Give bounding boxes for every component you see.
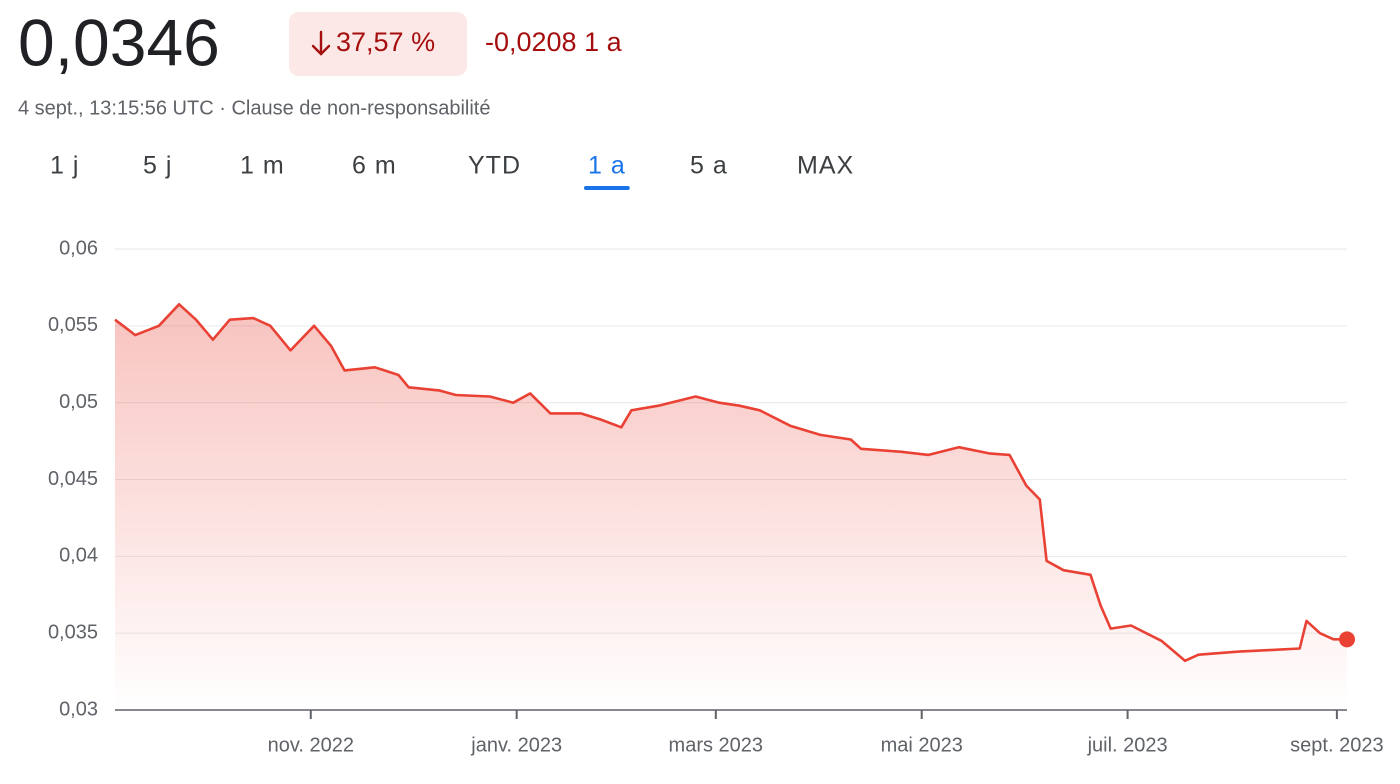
range-tab[interactable]: 1 m — [240, 152, 285, 180]
y-tick-label: 0,045 — [48, 468, 98, 490]
down-arrow — [311, 30, 331, 56]
area-fill — [115, 304, 1347, 710]
x-tick-label: mai 2023 — [881, 734, 963, 756]
change-value: -0,0208 1 a — [485, 27, 623, 57]
x-tick-label: mars 2023 — [669, 734, 764, 756]
range-tab[interactable]: 5 a — [690, 152, 728, 180]
range-tab[interactable]: MAX — [797, 152, 854, 180]
quote-info: 4 sept., 13:15:56 UTC · Clause de non-re… — [18, 97, 491, 119]
range-tab[interactable]: YTD — [468, 152, 521, 180]
y-tick-label: 0,03 — [59, 698, 98, 720]
x-tick-label: janv. 2023 — [470, 734, 562, 756]
y-tick-label: 0,04 — [59, 545, 98, 567]
last-point — [1339, 631, 1355, 648]
tab-underline — [584, 186, 630, 190]
price-line — [114, 303, 1347, 663]
x-tick-label: juil. 2023 — [1087, 734, 1168, 756]
range-tabs: 1 j 5 j 1 m 6 m YTD 1 a 5 a MAX — [50, 152, 854, 190]
y-tick-label: 0,035 — [48, 621, 98, 643]
change-badge — [289, 12, 467, 76]
price: 0,0346 — [18, 5, 220, 79]
y-tick-label: 0,06 — [59, 237, 98, 259]
chart: 0,03 0,035 0,04 0,045 0,05 0,055 0,06 nov. 2022… — [48, 237, 1384, 756]
y-tick-label: 0,05 — [59, 391, 98, 413]
y-tick-label: 0,055 — [48, 314, 98, 336]
x-tick-label: sept. 2023 — [1290, 734, 1383, 756]
range-tab[interactable]: 6 m — [352, 152, 397, 180]
change-percent: 37,57 % — [336, 27, 435, 57]
range-tab[interactable]: 1 a — [588, 152, 626, 180]
range-tab[interactable]: 1 j — [50, 152, 79, 180]
range-tab[interactable]: 5 j — [143, 152, 172, 180]
x-tick-label: nov. 2022 — [268, 734, 354, 756]
